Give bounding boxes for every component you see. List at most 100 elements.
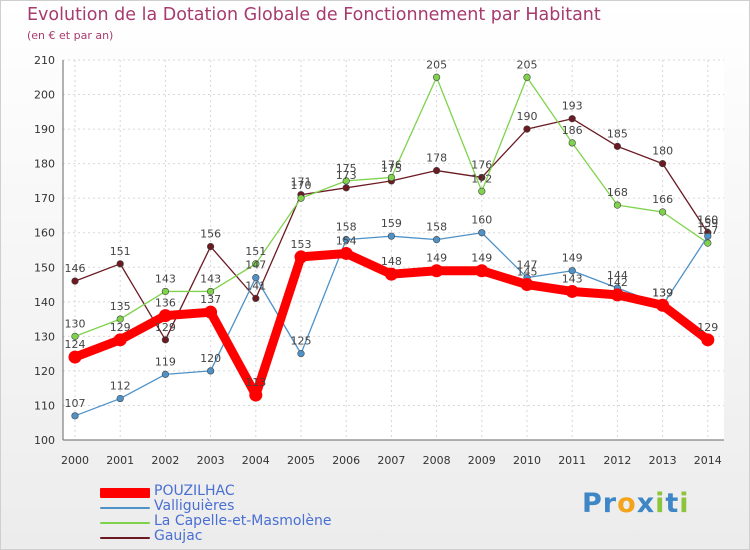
data-point	[207, 287, 215, 296]
data-point	[658, 208, 667, 216]
data-point	[116, 260, 124, 268]
legend-label: Valliguières	[154, 498, 235, 514]
y-tick-label: 130	[34, 330, 55, 343]
data-point	[568, 115, 576, 123]
data-label: 129	[110, 321, 131, 334]
data-label: 160	[697, 214, 718, 227]
x-tick-label: 2009	[468, 454, 496, 467]
data-label: 146	[65, 262, 86, 275]
data-label: 143	[562, 272, 583, 285]
data-label: 151	[110, 245, 131, 258]
logo-letter: o	[617, 488, 637, 519]
data-label: 143	[155, 272, 176, 285]
data-point	[161, 287, 169, 296]
line-chart: 100 110 120 130 140 150 160 170 180 190 200 210 2000…	[34, 54, 724, 467]
data-point	[568, 267, 576, 275]
data-point	[658, 160, 667, 168]
data-label: 154	[336, 234, 357, 247]
legend-label: La Capelle-et-Masmolène	[154, 513, 332, 529]
data-point	[704, 232, 712, 240]
data-point	[342, 236, 350, 244]
data-label: 176	[381, 158, 402, 171]
y-tick-label: 110	[34, 399, 55, 412]
data-point	[704, 239, 712, 247]
y-tick-label: 190	[34, 123, 55, 136]
y-tick-label: 120	[34, 365, 55, 378]
data-point	[523, 73, 531, 81]
data-label: 125	[291, 335, 312, 348]
x-tick-label: 2001	[106, 454, 134, 467]
x-tick-label: 2010	[513, 454, 541, 467]
y-tick-label: 170	[34, 192, 55, 205]
data-point	[384, 267, 398, 281]
data-label: 145	[517, 266, 538, 279]
data-point	[161, 370, 169, 378]
x-tick-label: 2004	[242, 454, 270, 467]
y-tick-label: 180	[34, 158, 55, 171]
data-point	[387, 232, 396, 240]
data-point	[520, 278, 534, 292]
data-label: 190	[517, 110, 538, 123]
x-tick-label: 2005	[287, 454, 315, 467]
data-point	[116, 394, 124, 403]
chart-title: Evolution de la Dotation Globale de Fonc…	[27, 5, 601, 25]
legend-swatch	[100, 488, 150, 498]
data-point	[207, 367, 215, 375]
data-point	[158, 309, 172, 323]
data-label: 151	[245, 245, 266, 258]
data-point	[71, 332, 79, 340]
data-label: 159	[697, 217, 718, 230]
y-tick-label: 150	[34, 261, 55, 274]
legend-swatch	[100, 537, 150, 539]
data-point	[71, 412, 79, 420]
data-label: 139	[652, 286, 673, 299]
data-point	[252, 294, 260, 302]
y-tick-label: 160	[34, 227, 55, 240]
data-label: 159	[381, 217, 402, 230]
data-label: 158	[426, 221, 447, 234]
data-label: 186	[562, 124, 583, 137]
data-point	[478, 173, 486, 182]
data-label: 173	[336, 169, 357, 182]
data-label: 142	[607, 276, 628, 289]
data-point	[68, 350, 82, 364]
logo-letter: i	[655, 488, 666, 519]
data-label: 158	[336, 221, 357, 234]
y-tick-label: 200	[34, 89, 55, 102]
data-point	[297, 194, 305, 202]
data-point	[342, 184, 350, 192]
data-point	[430, 264, 444, 278]
data-label: 107	[65, 397, 86, 410]
data-label: 168	[607, 186, 628, 199]
y-tick-label: 210	[34, 54, 55, 67]
data-label: 175	[381, 162, 402, 175]
x-tick-label: 2014	[694, 454, 722, 467]
data-label: 149	[562, 252, 583, 265]
data-label: 144	[607, 269, 628, 282]
data-point	[252, 274, 260, 282]
data-point	[249, 388, 263, 402]
data-label: 176	[471, 158, 492, 171]
data-point	[613, 142, 622, 150]
data-label: 129	[697, 321, 718, 334]
data-label: 185	[607, 127, 628, 140]
data-point	[387, 173, 396, 182]
plot-area	[63, 60, 724, 440]
data-label: 156	[200, 228, 221, 241]
data-label: 193	[562, 100, 583, 113]
data-point	[116, 315, 124, 323]
x-tick-label: 2002	[151, 454, 179, 467]
data-label: 180	[652, 145, 673, 158]
proxiti-logo: Proxiti	[582, 488, 690, 519]
data-label: 130	[65, 317, 86, 330]
x-tick-label: 2007	[377, 454, 405, 467]
data-label: 129	[155, 321, 176, 334]
data-label: 170	[291, 179, 312, 192]
data-label: 153	[291, 238, 312, 251]
y-tick-label: 140	[34, 296, 55, 309]
y-tick-label: 100	[34, 434, 55, 447]
data-point	[207, 242, 215, 251]
data-label: 136	[155, 297, 176, 310]
data-point	[656, 298, 670, 312]
data-point	[613, 201, 622, 209]
